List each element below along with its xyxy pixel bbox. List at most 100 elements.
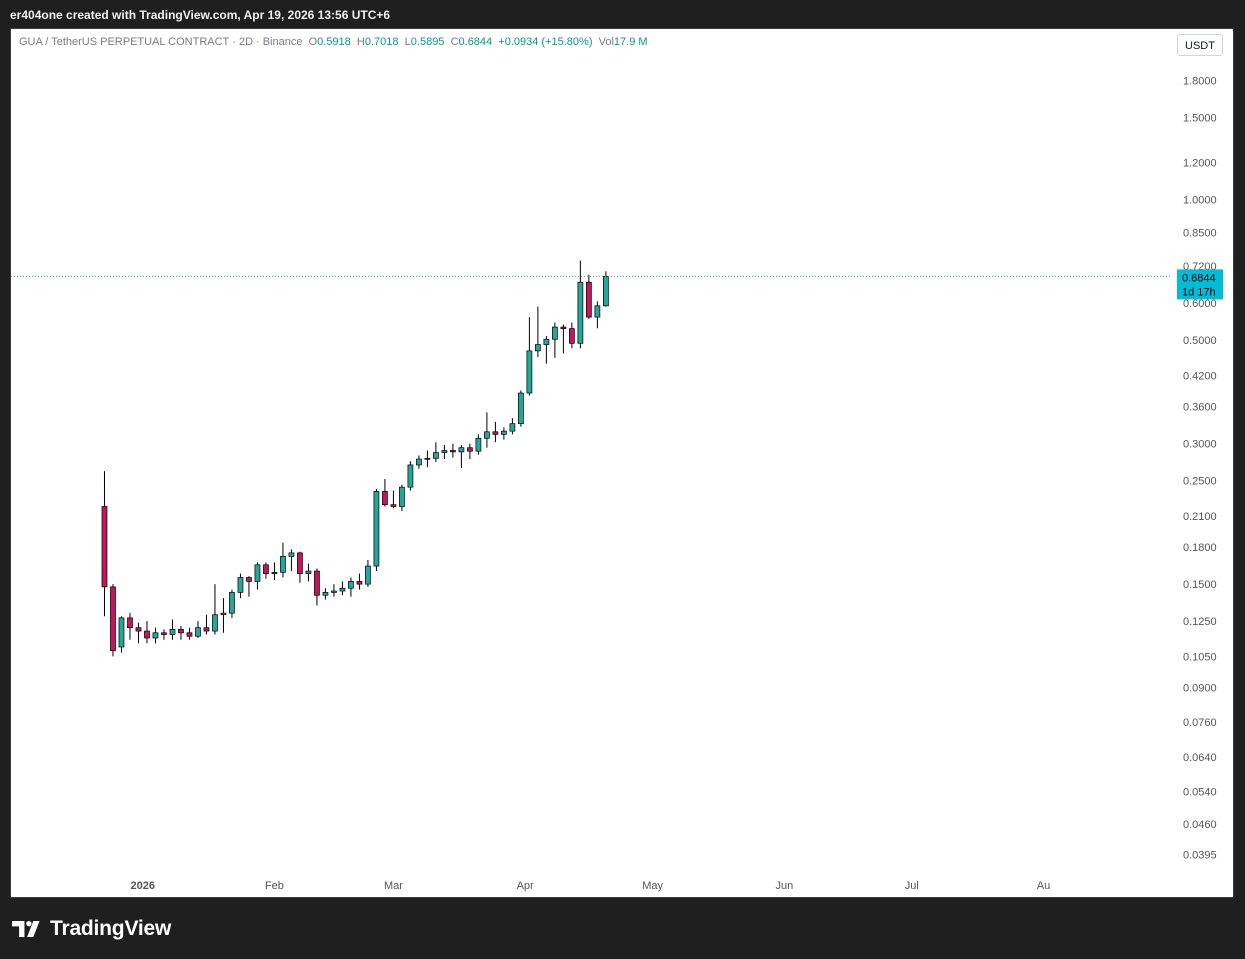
candle[interactable]	[161, 629, 167, 640]
price-tick-label: 0.1800	[1183, 542, 1217, 554]
candle[interactable]	[178, 626, 184, 640]
price-tick-label: 0.2100	[1183, 511, 1217, 523]
candle[interactable]	[492, 421, 499, 443]
candle[interactable]	[407, 461, 414, 491]
candle[interactable]	[365, 559, 371, 587]
candle[interactable]	[314, 568, 320, 606]
time-tick-label: May	[642, 880, 663, 892]
candle-body	[484, 431, 490, 439]
candle[interactable]	[288, 549, 295, 572]
candle[interactable]	[509, 418, 516, 435]
candle-body	[237, 577, 244, 593]
candle[interactable]	[569, 322, 575, 349]
candle-body	[603, 276, 609, 307]
candle[interactable]	[331, 584, 337, 597]
symbol-name[interactable]: GUA / TetherUS PERPETUAL CONTRACT	[19, 36, 230, 48]
price-tick-label: 0.0900	[1183, 683, 1217, 695]
candle[interactable]	[280, 542, 286, 578]
interval-label[interactable]: 2D	[238, 36, 254, 48]
candle[interactable]	[526, 317, 533, 396]
candle[interactable]	[229, 589, 235, 618]
candle[interactable]	[552, 322, 558, 358]
candle[interactable]	[110, 584, 116, 657]
price-tick-label: 0.2500	[1183, 476, 1217, 488]
candle[interactable]	[169, 619, 176, 640]
candle-body	[152, 632, 159, 639]
candle[interactable]	[594, 301, 601, 329]
volume-value: 17.9 M	[613, 36, 648, 48]
candle[interactable]	[118, 616, 125, 653]
candle-body	[280, 556, 286, 573]
candle[interactable]	[416, 455, 422, 469]
last-price-tag	[1177, 269, 1223, 300]
candle-body	[101, 506, 108, 588]
chart-frame[interactable]: 1.8000 1.5000 1.2000 1.0000 0.8500 0.7200 0.60…	[10, 28, 1234, 898]
candle-body	[263, 564, 269, 574]
candle-body	[416, 458, 422, 466]
candle[interactable]	[424, 450, 431, 468]
price-tick-label: 0.1050	[1183, 651, 1217, 663]
candle-body	[577, 281, 584, 344]
price-tick-label: 1.5000	[1183, 112, 1217, 124]
candle[interactable]	[348, 577, 354, 597]
candle[interactable]	[501, 427, 507, 440]
candle[interactable]	[484, 412, 490, 448]
candle[interactable]	[212, 584, 218, 635]
candle[interactable]	[586, 274, 592, 319]
candle[interactable]	[399, 484, 405, 512]
candle[interactable]	[458, 444, 465, 468]
candle[interactable]	[127, 613, 133, 640]
candle[interactable]	[152, 627, 159, 644]
candle-body	[518, 392, 524, 425]
time-tick-label: Jul	[905, 880, 919, 892]
price-chart[interactable]: 1.80001.50001.20001.00000.85000.72000.60…	[11, 29, 1233, 897]
candle[interactable]	[220, 598, 227, 633]
candle[interactable]	[246, 576, 252, 597]
candle[interactable]	[433, 442, 439, 462]
candle[interactable]	[186, 627, 193, 640]
candle[interactable]	[577, 260, 584, 349]
price-tick-label: 0.0760	[1183, 717, 1217, 729]
currency-button[interactable]: USDT	[1177, 34, 1223, 56]
price-tick-label: 1.2000	[1183, 158, 1217, 170]
candle-body	[433, 452, 439, 459]
candle[interactable]	[535, 306, 541, 357]
open-value: 0.5918	[317, 36, 351, 48]
price-tick-label: 0.1250	[1183, 616, 1217, 628]
candle-body	[560, 326, 567, 329]
candle[interactable]	[254, 562, 261, 590]
candle[interactable]	[101, 471, 108, 617]
candle[interactable]	[339, 581, 346, 596]
candle[interactable]	[263, 562, 269, 579]
candle[interactable]	[543, 336, 550, 364]
candle-body	[467, 447, 473, 452]
candle-body	[186, 632, 193, 637]
candle[interactable]	[560, 324, 567, 354]
candle[interactable]	[144, 621, 150, 644]
candle[interactable]	[518, 390, 524, 427]
open-label: O	[308, 36, 318, 48]
price-tick-label: 0.0460	[1183, 819, 1217, 831]
candle-body	[339, 587, 346, 592]
candle[interactable]	[475, 434, 482, 455]
candle[interactable]	[135, 622, 142, 644]
last-price-value: 0.6844	[1182, 272, 1216, 284]
candle-body	[271, 571, 278, 574]
candle[interactable]	[271, 562, 278, 581]
candle[interactable]	[195, 621, 201, 638]
candle[interactable]	[467, 443, 473, 460]
candle[interactable]	[297, 551, 303, 583]
candle[interactable]	[390, 490, 397, 509]
chart-caption: er404one created with TradingView.com, A…	[10, 8, 391, 22]
candle[interactable]	[441, 444, 448, 460]
candle[interactable]	[322, 588, 329, 600]
candle[interactable]	[203, 614, 210, 635]
candle[interactable]	[382, 478, 388, 507]
candle[interactable]	[237, 573, 244, 599]
candle-body	[424, 457, 431, 460]
candle[interactable]	[450, 443, 456, 458]
candle[interactable]	[356, 573, 363, 590]
time-tick-label: Apr	[517, 880, 534, 892]
candle[interactable]	[305, 563, 312, 582]
candle[interactable]	[373, 488, 380, 572]
